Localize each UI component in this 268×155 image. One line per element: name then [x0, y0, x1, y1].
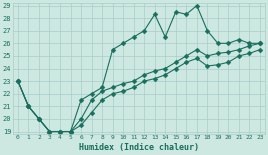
- X-axis label: Humidex (Indice chaleur): Humidex (Indice chaleur): [79, 143, 199, 152]
